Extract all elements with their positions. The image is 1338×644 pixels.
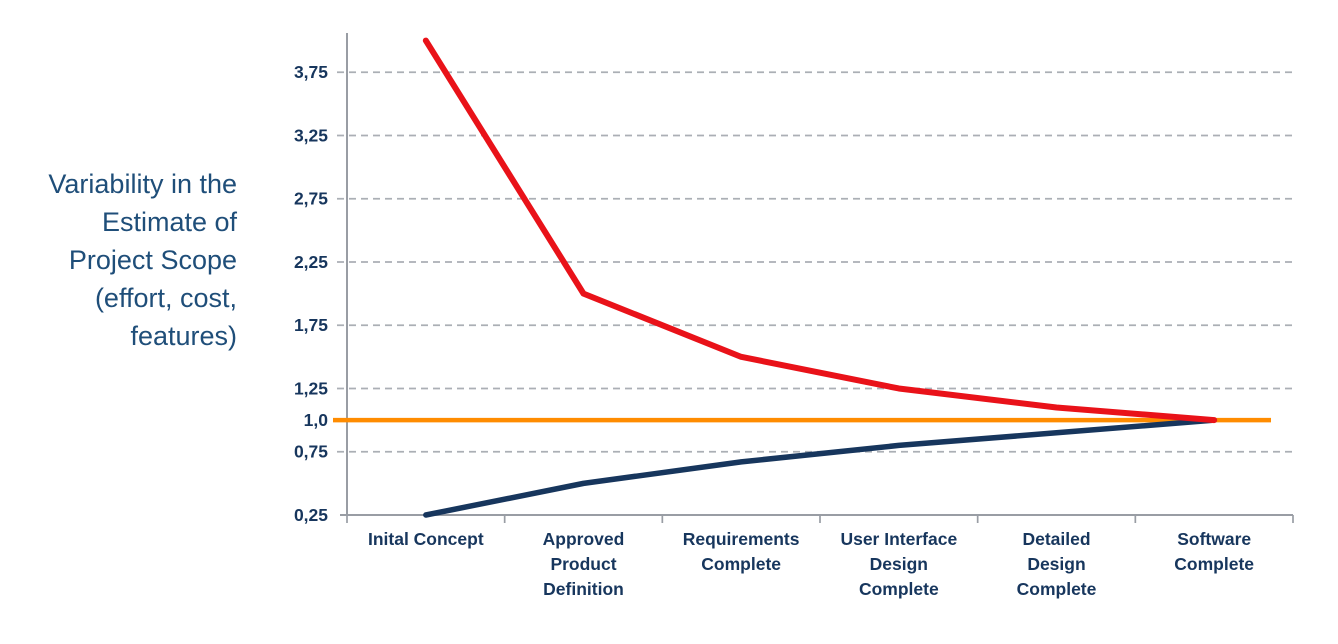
x-axis-label-line: Complete <box>858 579 939 599</box>
x-axis-label: Software Complete <box>1135 527 1293 577</box>
x-axis-label: Requirements Complete <box>662 527 820 577</box>
y-tick-label: 2,75 <box>294 189 328 209</box>
x-axis-label-line: Design <box>869 554 928 574</box>
series-line-lower-estimate-bound <box>423 417 1217 518</box>
x-axis-label-line: Complete <box>701 554 782 574</box>
y-tick-label: 3,25 <box>294 125 328 145</box>
x-axis-label-line: Design <box>1027 554 1086 574</box>
x-axis-label-line: Approved <box>542 529 625 549</box>
x-axis-label: Detailed Design Complete <box>978 527 1136 602</box>
x-axis-label-line: Product <box>550 554 617 574</box>
y-axis-title-line: (effort, cost, <box>94 283 237 313</box>
y-axis-title: Variability in the Estimate of Project S… <box>0 165 237 355</box>
x-axis-label-line: Requirements <box>682 529 800 549</box>
y-tick-label: 1,25 <box>294 378 328 398</box>
x-axis-label-line: Complete <box>1174 554 1255 574</box>
y-axis-title-line: features) <box>130 321 237 351</box>
series-line-upper-estimate-bound <box>422 37 1218 424</box>
x-axis-label-line: User Interface <box>840 529 958 549</box>
x-axis-label-line: Software <box>1177 529 1252 549</box>
y-axis-title-line: Estimate of <box>101 207 237 237</box>
x-axis-label: User Interface Design Complete <box>820 527 978 602</box>
x-axis-label-line: Complete <box>1016 579 1097 599</box>
y-tick-label: 0,25 <box>294 505 328 525</box>
x-axis-label: Approved Product Definition <box>505 527 663 602</box>
y-tick-label: 2,25 <box>294 252 328 272</box>
y-tick-label: 3,75 <box>294 62 328 82</box>
y-axis-title-line: Project Scope <box>68 245 237 275</box>
x-axis-label-line: Definition <box>543 579 624 599</box>
y-axis-title-line: Variability in the <box>48 169 237 199</box>
x-axis-label: Inital Concept <box>347 527 505 552</box>
y-tick-label: 0,75 <box>294 442 328 462</box>
y-tick-label: 1,75 <box>294 315 328 335</box>
x-axis-label-line: Detailed <box>1022 529 1091 549</box>
x-axis-label-line: Inital Concept <box>367 529 484 549</box>
y-tick-label: 1,0 <box>304 410 329 430</box>
